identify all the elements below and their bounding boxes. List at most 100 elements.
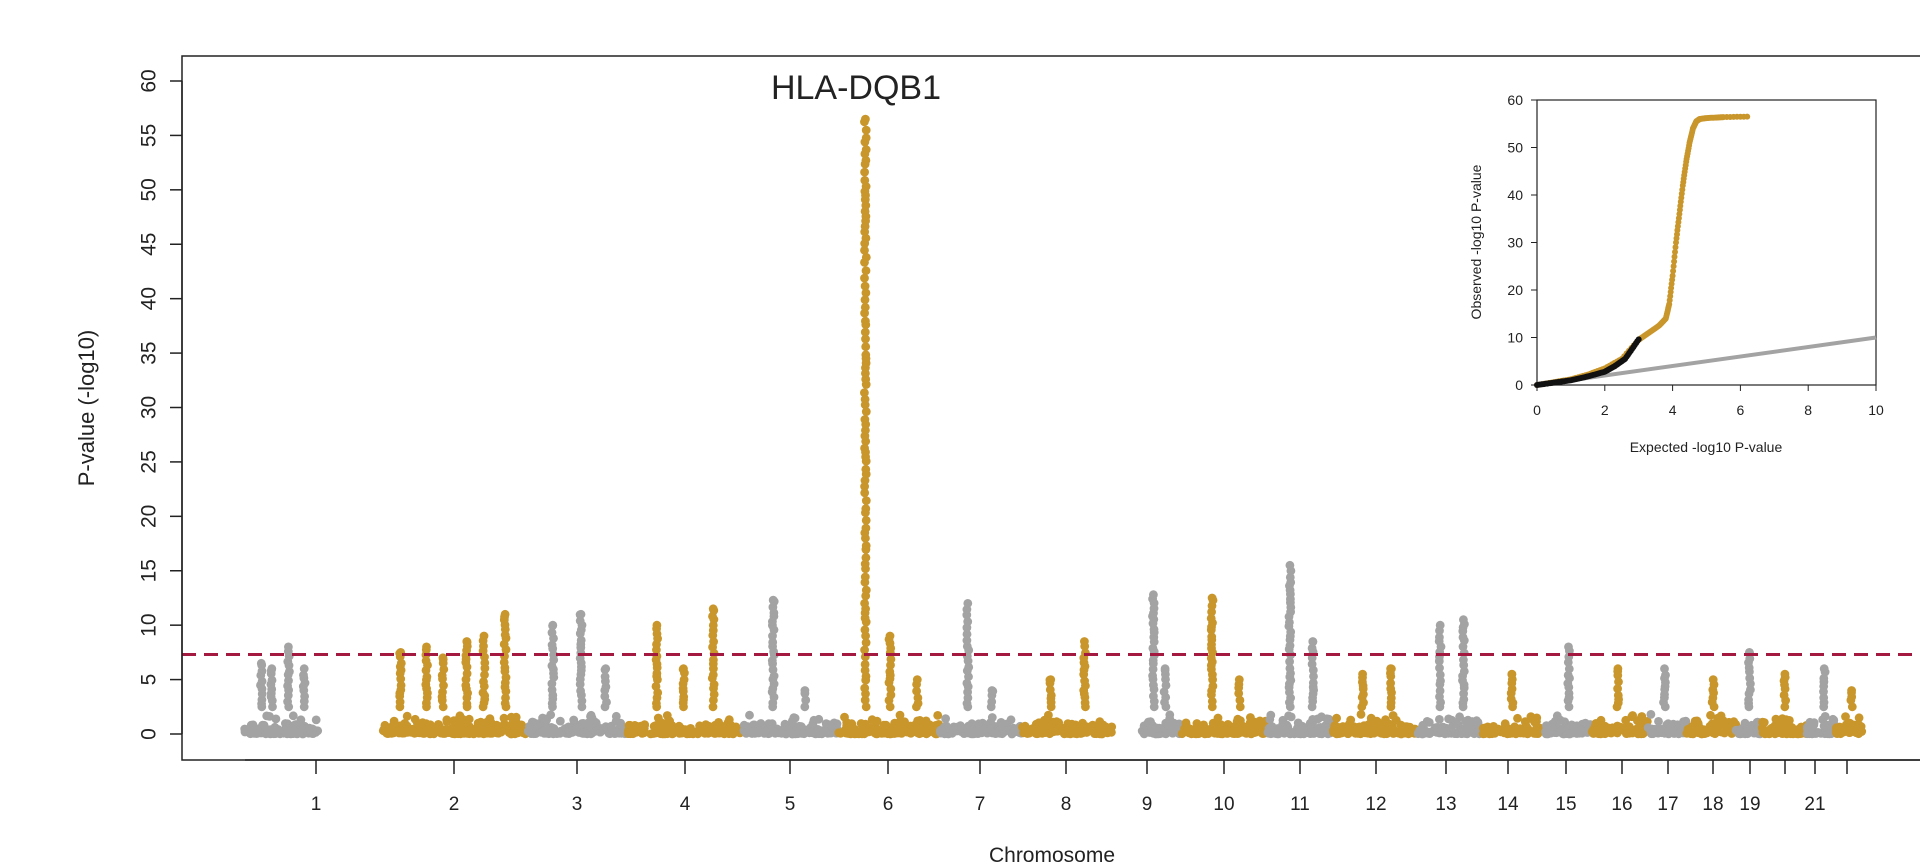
snp-point (1780, 669, 1790, 679)
snp-point (1038, 721, 1048, 731)
snp-point (861, 407, 871, 416)
snp-point (1854, 713, 1864, 723)
snp-point (1648, 729, 1658, 739)
snp-point (507, 712, 516, 722)
snp-point (1587, 727, 1597, 737)
snp-point (1391, 716, 1401, 725)
qq-point (1744, 113, 1751, 120)
snp-point (252, 729, 262, 738)
snp-point (1415, 726, 1425, 735)
snp-point (1847, 686, 1856, 695)
snp-point (1564, 642, 1573, 652)
snp-point (1532, 725, 1542, 734)
snp-point (1249, 717, 1259, 727)
snp-point (1285, 657, 1294, 666)
snp-point (1598, 725, 1608, 735)
snp-point (1308, 637, 1318, 646)
snp-point (499, 713, 509, 723)
snp-point (1656, 724, 1666, 734)
snp-point (475, 727, 485, 737)
snp-point (1336, 726, 1345, 736)
snp-point (919, 717, 929, 727)
snp-point (745, 726, 754, 736)
snp-point (439, 681, 448, 690)
qq-axes: 0 2 4 6 8 10 0 10 20 30 40 50 60 (1507, 92, 1884, 418)
qq-y-tick-label: 20 (1507, 282, 1523, 298)
qq-points (1534, 113, 1877, 388)
snp-point (861, 585, 871, 595)
snp-point (566, 727, 576, 736)
x-tick-label: 10 (1213, 794, 1234, 815)
qq-x-tick-label: 8 (1804, 402, 1812, 418)
qq-y-tick-label: 40 (1507, 187, 1523, 203)
snp-point (1778, 714, 1787, 723)
snp-point (1286, 712, 1296, 722)
snp-point (1160, 664, 1170, 674)
x-tick-label: 18 (1702, 794, 1723, 815)
snp-point (485, 729, 495, 738)
snp-point (1207, 593, 1217, 603)
snp-point (442, 715, 452, 725)
snp-point (861, 350, 871, 360)
snp-point (795, 727, 805, 737)
snp-point (912, 686, 921, 696)
snp-point (861, 316, 870, 326)
qq-point (1635, 336, 1642, 343)
snp-point (861, 516, 871, 525)
snp-point (638, 728, 647, 738)
snp-point (861, 266, 871, 276)
x-axis-label: Chromosome (989, 844, 1115, 862)
snp-point (267, 664, 277, 674)
snp-point (1613, 684, 1622, 693)
qq-y-tick-label: 10 (1507, 330, 1523, 346)
snp-point (281, 719, 290, 728)
qq-y-tick-label: 60 (1507, 92, 1523, 108)
snp-point (1273, 724, 1282, 733)
snp-point (1646, 710, 1656, 719)
snp-point (1449, 728, 1459, 738)
snp-point (659, 728, 669, 737)
qq-y-axis-label: Observed -log10 P-value (1468, 164, 1484, 319)
y-tick-label: 0 (138, 728, 161, 740)
snp-point (1148, 671, 1157, 681)
snp-point (1819, 664, 1829, 674)
snp-point (860, 683, 870, 693)
snp-point (1356, 710, 1366, 719)
snp-point (1208, 681, 1218, 691)
snp-point (1556, 724, 1565, 734)
snp-point (933, 711, 943, 720)
snp-point (1212, 717, 1222, 727)
snp-point (1386, 664, 1395, 674)
x-tick-label: 5 (785, 794, 796, 815)
snp-point (667, 726, 677, 736)
snp-point (913, 693, 923, 703)
snp-point (462, 669, 472, 678)
snp-point (435, 728, 445, 737)
y-tick-label: 25 (138, 450, 161, 473)
snp-point (1692, 726, 1702, 736)
snp-point (1207, 632, 1217, 642)
snp-point (861, 114, 870, 124)
snp-point (242, 725, 252, 735)
qq-point (1670, 268, 1677, 274)
qq-x-tick-label: 2 (1601, 402, 1609, 418)
snp-point (879, 720, 889, 730)
snp-point (1386, 724, 1396, 734)
snp-point (500, 609, 510, 619)
snp-point (860, 660, 870, 669)
snp-point (1400, 728, 1409, 738)
snp-point (1745, 673, 1755, 683)
snp-point (1625, 724, 1635, 733)
snp-point (768, 595, 778, 605)
snp-point (600, 692, 610, 701)
y-tick-label: 10 (138, 613, 161, 636)
snp-point (1576, 725, 1585, 735)
snp-point (1500, 723, 1510, 732)
x-tick-label: 13 (1435, 794, 1456, 815)
qq-x-tick-label: 0 (1533, 402, 1541, 418)
snp-point (936, 726, 946, 735)
x-tick-label: 16 (1611, 794, 1632, 815)
snp-point (1444, 714, 1453, 724)
snp-point (860, 167, 869, 177)
snp-point (860, 572, 870, 582)
